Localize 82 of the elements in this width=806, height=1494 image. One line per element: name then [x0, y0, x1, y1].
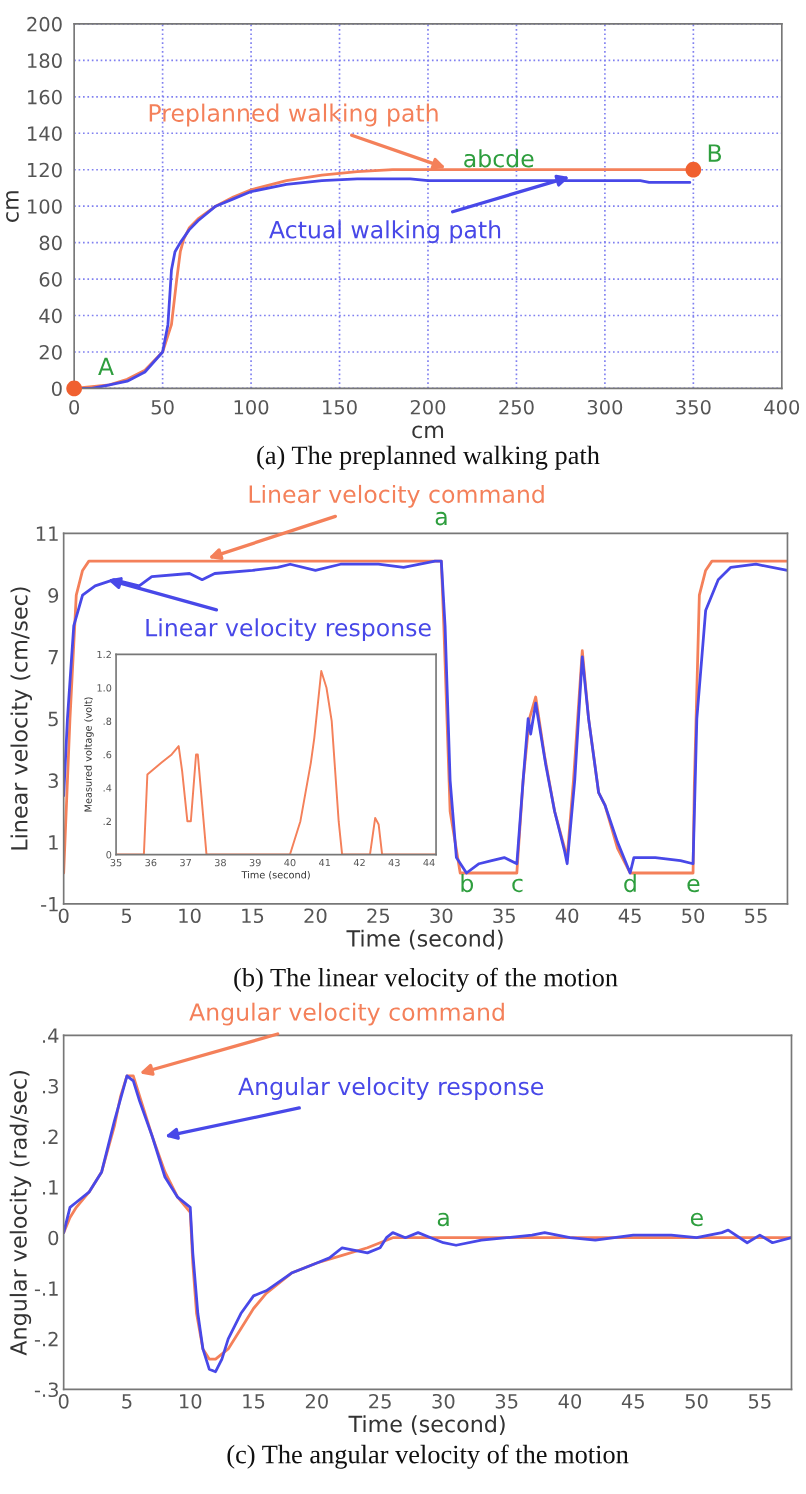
x-tick-label: 40 — [558, 1393, 582, 1409]
y-tick-label: 0 — [48, 1230, 59, 1246]
x-tick-label: 40 — [555, 908, 579, 924]
y-tick-label: 7 — [48, 650, 58, 665]
y-axis-title: Linear velocity (cm/sec) — [10, 587, 32, 850]
y-axis-title: cm — [6, 191, 19, 222]
text: (c) The angular velocity of the motion — [227, 1444, 629, 1469]
y-tick-label: .1 — [43, 1180, 58, 1195]
y-tick-label: 180 — [28, 53, 62, 69]
y-axis-title: Angular velocity (rad/sec) — [9, 1071, 32, 1356]
x-axis-title: Time (second) — [348, 1415, 505, 1435]
y-tick-label: 40 — [39, 308, 62, 324]
annotation: e — [690, 1212, 703, 1227]
y-tick-label: 3 — [48, 773, 58, 789]
x-tick-label: 5 — [121, 908, 132, 924]
x-tick-label: 250 — [499, 399, 534, 415]
y-tick-label: 160 — [28, 89, 62, 105]
x-tick-label: 15 — [243, 1394, 265, 1409]
x-tick-label: 45 — [618, 908, 641, 924]
legend-label: Linear velocity response — [146, 618, 431, 642]
x-tick-label: 15 — [242, 908, 264, 924]
x-tick-label: 20 — [305, 1393, 328, 1409]
x-tick-label: 30 — [432, 1393, 455, 1409]
x-tick-label: 350 — [676, 399, 711, 415]
y-tick-label: .2 — [43, 1129, 58, 1144]
annotation: B — [708, 144, 722, 162]
y-tick-label: 100 — [28, 199, 62, 214]
y-tick-label: -.3 — [34, 1382, 58, 1398]
y-tick-label: 20 — [39, 344, 62, 360]
y-tick-label: .3 — [43, 1078, 58, 1094]
y-tick-label: 9 — [48, 588, 59, 603]
text: Angular velocity command — [189, 1002, 504, 1026]
x-tick-label: 100 — [234, 399, 269, 415]
x-tick-label: 10 — [180, 1393, 202, 1409]
x-tick-label: 200 — [410, 399, 446, 415]
text: Angular velocity response — [238, 1077, 544, 1100]
y-tick-label: 200 — [27, 16, 62, 32]
x-tick-label: 35 — [493, 908, 515, 924]
annotation: d — [624, 873, 636, 893]
text: a — [435, 511, 447, 526]
x-tick-label: 25 — [369, 1393, 391, 1409]
y-tick-label: -.1 — [34, 1281, 58, 1296]
x-tick-label: 55 — [748, 1394, 771, 1409]
x-tick-label: 10 — [179, 908, 201, 924]
y-tick-label: -1 — [41, 897, 58, 912]
annotation: c — [512, 878, 523, 893]
annotation: b — [461, 873, 474, 893]
text: (a) The preplanned walking path — [257, 445, 600, 470]
y-tick-label: 0 — [51, 381, 62, 397]
x-tick-label: 50 — [682, 908, 705, 924]
y-tick-label: 1 — [49, 835, 58, 850]
y-tick-label: 120 — [28, 162, 62, 178]
annotation: abcde — [464, 149, 534, 168]
x-tick-label: 150 — [323, 399, 357, 415]
y-tick-label: 5 — [48, 711, 58, 727]
series-label: Preplanned walking path — [149, 103, 438, 127]
x-tick-label: 25 — [367, 908, 390, 924]
y-tick-label: .4 — [43, 1028, 59, 1043]
x-tick-label: 45 — [621, 1394, 644, 1409]
x-axis-title: cm — [412, 425, 444, 439]
text: Linear velocity command — [249, 484, 544, 508]
x-axis-title: Time (second) — [346, 929, 503, 950]
x-tick-label: 30 — [430, 908, 453, 924]
y-tick-label: 11 — [36, 526, 58, 541]
text: (b) The linear velocity of the motion — [234, 967, 618, 992]
annotation: a — [437, 1212, 449, 1227]
x-tick-label: 35 — [495, 1393, 518, 1409]
x-tick-label: 0 — [69, 399, 80, 415]
y-tick-label: 60 — [39, 272, 62, 287]
legend-label: Actual walking path — [269, 220, 501, 244]
x-tick-label: 50 — [685, 1393, 708, 1409]
x-tick-label: 5 — [122, 1394, 132, 1409]
y-tick-label: -.2 — [34, 1331, 58, 1347]
y-tick-label: 140 — [28, 126, 62, 141]
y-tick-label: 80 — [39, 235, 62, 251]
x-tick-label: 55 — [745, 908, 767, 924]
x-tick-label: 400 — [764, 399, 800, 415]
x-tick-label: 20 — [304, 908, 327, 924]
x-tick-label: 50 — [151, 399, 174, 415]
annotation: A — [98, 357, 114, 375]
x-tick-label: 300 — [587, 399, 623, 415]
annotation: e — [687, 878, 700, 893]
